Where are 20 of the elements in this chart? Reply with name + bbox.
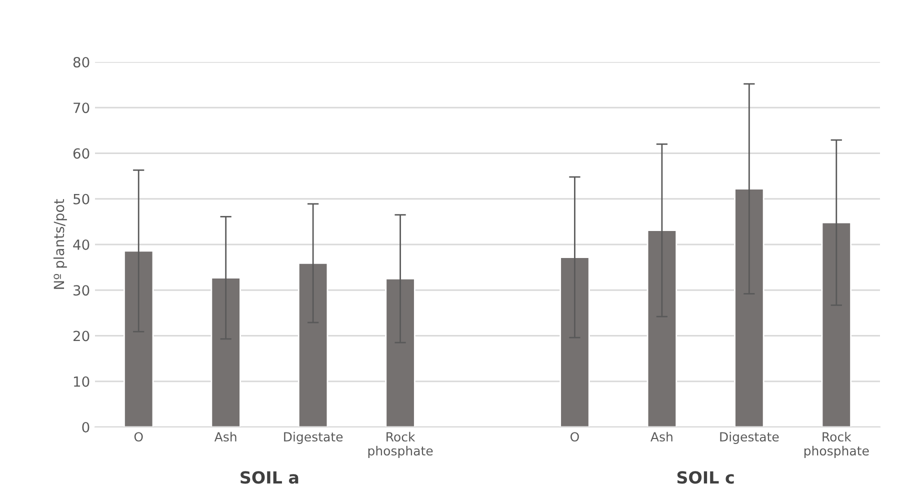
y-tick-label: 70 xyxy=(74,102,90,114)
y-tick-label: 30 xyxy=(74,285,90,296)
x-tick-label: Ash xyxy=(214,432,236,442)
x-tick-label: Digestate xyxy=(284,432,343,444)
y-tick-label: 10 xyxy=(74,376,90,387)
y-tick-label: 50 xyxy=(74,194,90,204)
text: SOIL c xyxy=(677,471,734,484)
x-tick-label: O xyxy=(134,432,143,442)
y-tick-label: 20 xyxy=(73,330,90,342)
y-tick-label: 40 xyxy=(73,239,90,250)
y-tick-label: 60 xyxy=(73,148,90,159)
x-tick-label: O xyxy=(570,432,579,442)
x-tick-label: Rock phosphate xyxy=(804,432,869,458)
y-tick-label: 80 xyxy=(73,56,90,68)
text: SOIL a xyxy=(240,471,298,484)
x-tick-label: Ash xyxy=(650,432,672,442)
y-axis-title: Nº plants/pot xyxy=(53,199,67,289)
x-tick-label: Digestate xyxy=(720,432,779,444)
x-tick-label: Rock phosphate xyxy=(368,432,433,458)
y-tick-label: 0 xyxy=(82,422,90,432)
